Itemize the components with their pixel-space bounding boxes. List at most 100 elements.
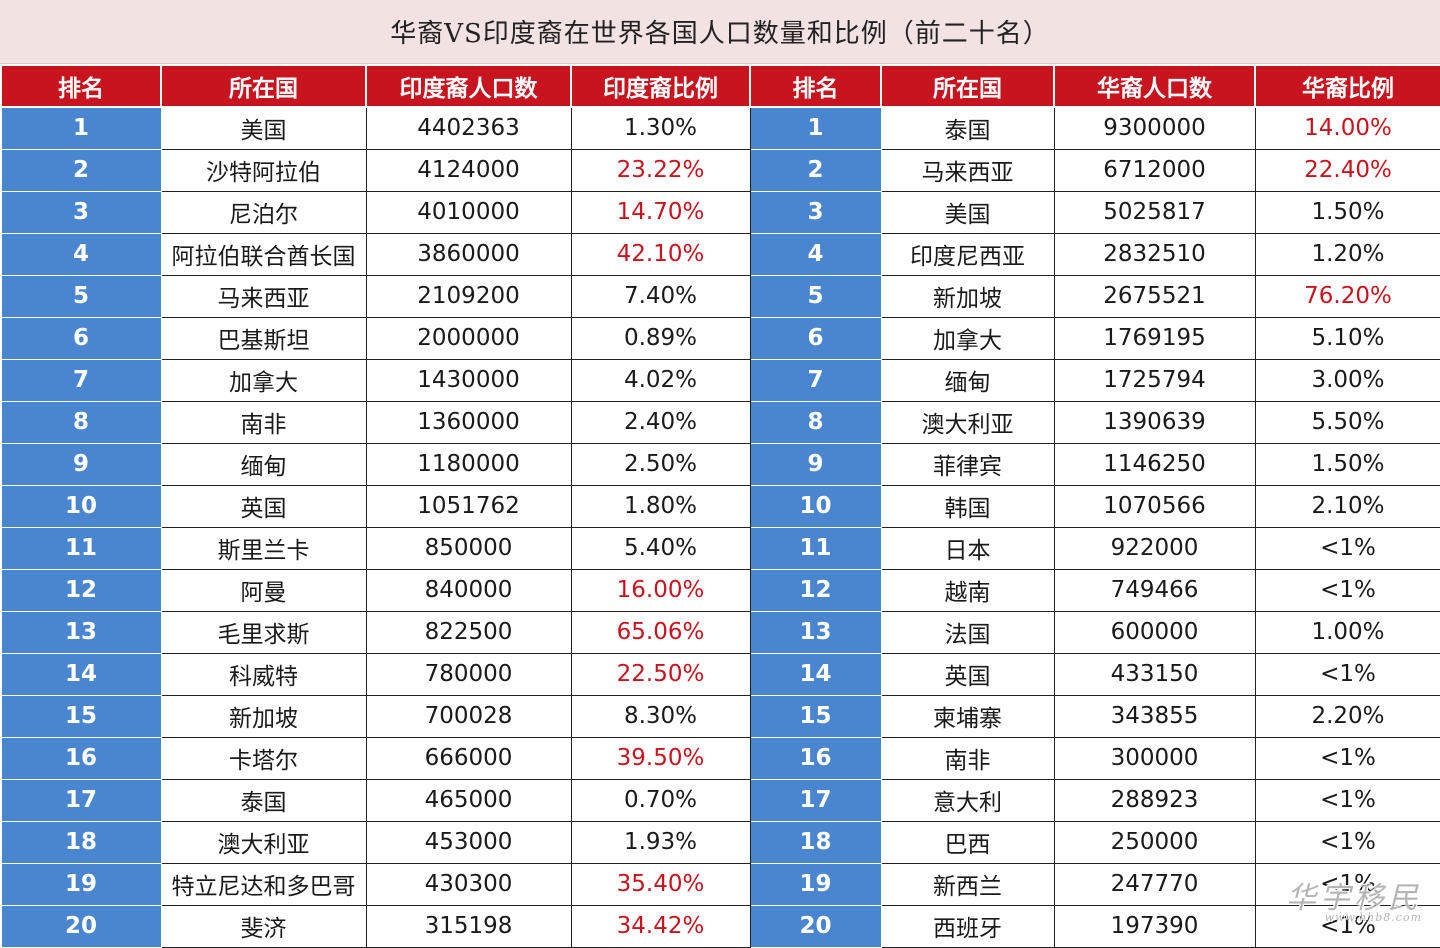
population-cell: 1769195 [1054,317,1255,359]
ratio-cell: 23.22% [571,149,750,191]
population-cell: 2109200 [366,275,571,317]
ratio-cell: 16.00% [571,569,750,611]
ratio-cell: 3.00% [1255,359,1440,401]
population-cell: 922000 [1054,527,1255,569]
country-cell: 阿曼 [161,569,366,611]
header-ratio-indian: 印度裔比例 [571,65,750,107]
population-cell: 2832510 [1054,233,1255,275]
country-cell: 马来西亚 [881,149,1054,191]
country-cell: 日本 [881,527,1054,569]
country-cell: 南非 [161,401,366,443]
country-cell: 缅甸 [161,443,366,485]
rank-cell: 11 [750,527,881,569]
population-cell: 1390639 [1054,401,1255,443]
country-cell: 越南 [881,569,1054,611]
header-rank-chinese: 排名 [750,65,881,107]
rank-cell: 5 [1,275,161,317]
ratio-cell: 65.06% [571,611,750,653]
population-cell: 247770 [1054,863,1255,905]
rank-cell: 2 [750,149,881,191]
country-cell: 斯里兰卡 [161,527,366,569]
rank-cell: 9 [1,443,161,485]
rank-cell: 20 [1,905,161,947]
population-cell: 700028 [366,695,571,737]
population-cell: 600000 [1054,611,1255,653]
population-cell: 4010000 [366,191,571,233]
rank-cell: 5 [750,275,881,317]
population-cell: 2675521 [1054,275,1255,317]
rank-cell: 12 [750,569,881,611]
country-cell: 印度尼西亚 [881,233,1054,275]
rank-cell: 20 [750,905,881,947]
rank-cell: 4 [750,233,881,275]
rank-cell: 6 [750,317,881,359]
ratio-cell: 14.00% [1255,107,1440,149]
ratio-cell: <1% [1255,905,1440,947]
population-cell: 433150 [1054,653,1255,695]
country-cell: 韩国 [881,485,1054,527]
country-cell: 美国 [881,191,1054,233]
population-cell: 1051762 [366,485,571,527]
rank-cell: 10 [750,485,881,527]
header-country-indian: 所在国 [161,65,366,107]
country-cell: 法国 [881,611,1054,653]
country-cell: 意大利 [881,779,1054,821]
rank-cell: 15 [750,695,881,737]
population-cell: 9300000 [1054,107,1255,149]
ratio-cell: 1.20% [1255,233,1440,275]
population-cell: 453000 [366,821,571,863]
country-cell: 卡塔尔 [161,737,366,779]
ratio-cell: 2.10% [1255,485,1440,527]
rank-cell: 19 [750,863,881,905]
ratio-cell: <1% [1255,527,1440,569]
population-cell: 749466 [1054,569,1255,611]
rank-cell: 2 [1,149,161,191]
country-cell: 新加坡 [881,275,1054,317]
country-cell: 斐济 [161,905,366,947]
ratio-cell: 42.10% [571,233,750,275]
ratio-cell: 2.50% [571,443,750,485]
country-cell: 加拿大 [881,317,1054,359]
rank-cell: 12 [1,569,161,611]
population-cell: 1180000 [366,443,571,485]
population-cell: 343855 [1054,695,1255,737]
population-cell: 1725794 [1054,359,1255,401]
ratio-cell: <1% [1255,653,1440,695]
ratio-cell: 2.20% [1255,695,1440,737]
rank-cell: 11 [1,527,161,569]
rank-cell: 7 [1,359,161,401]
rank-cell: 7 [750,359,881,401]
rank-cell: 13 [750,611,881,653]
ratio-cell: 76.20% [1255,275,1440,317]
population-cell: 2000000 [366,317,571,359]
country-cell: 英国 [161,485,366,527]
country-cell: 巴基斯坦 [161,317,366,359]
header-ratio-chinese: 华裔比例 [1255,65,1440,107]
ratio-cell: 5.50% [1255,401,1440,443]
rank-cell: 16 [750,737,881,779]
header-country-chinese: 所在国 [881,65,1054,107]
ratio-cell: <1% [1255,821,1440,863]
rank-cell: 14 [1,653,161,695]
country-cell: 巴西 [881,821,1054,863]
country-cell: 柬埔寨 [881,695,1054,737]
rank-cell: 18 [1,821,161,863]
country-cell: 新西兰 [881,863,1054,905]
ratio-cell: 1.30% [571,107,750,149]
population-cell: 1360000 [366,401,571,443]
country-cell: 特立尼达和多巴哥 [161,863,366,905]
rank-cell: 1 [1,107,161,149]
rank-cell: 6 [1,317,161,359]
country-cell: 马来西亚 [161,275,366,317]
table-header-row: 排名 所在国 印度裔人口数 印度裔比例 排名 所在国 华裔人口数 华裔比例 [1,65,1440,107]
page-title: 华裔VS印度裔在世界各国人口数量和比例（前二十名） [0,0,1440,64]
